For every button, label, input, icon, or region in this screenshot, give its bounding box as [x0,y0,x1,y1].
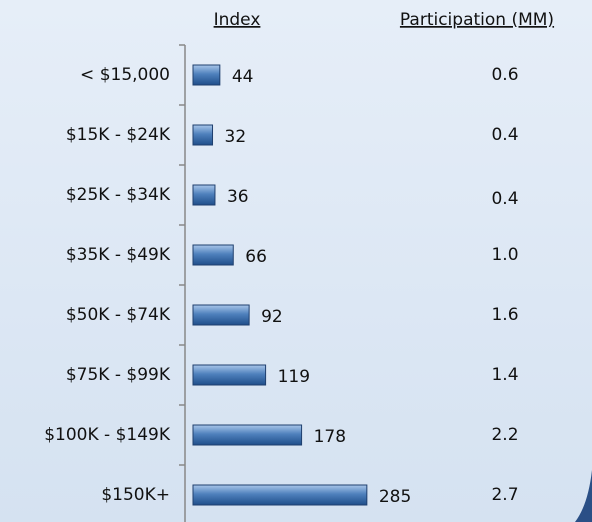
category-label: $100K - $149K [44,425,171,445]
participation-value: 1.4 [491,365,518,385]
data-label: 44 [232,67,254,87]
bar [192,184,216,206]
participation-header: Participation (MM) [400,10,554,30]
category-label: $25K - $34K [66,185,171,205]
bar [192,124,214,146]
participation-value: 2.7 [491,485,518,505]
bar [192,64,221,86]
category-label: < $15,000 [80,65,170,85]
data-label: 178 [314,427,346,447]
category-label: $35K - $49K [66,245,171,265]
bar [192,484,368,506]
data-label: 36 [227,187,249,207]
category-label: $15K - $24K [66,125,171,145]
category-label: $150K+ [101,485,170,505]
category-label: $75K - $99K [66,365,171,385]
data-label: 66 [245,247,267,267]
bar [192,364,267,386]
data-label: 119 [278,367,310,387]
participation-value: 0.4 [491,125,518,145]
data-label: 32 [225,127,247,147]
bar [192,424,303,446]
data-label: 285 [379,487,411,507]
category-label: $50K - $74K [66,305,171,325]
participation-value: 0.6 [491,65,518,85]
participation-value: 0.4 [491,189,518,209]
bar [192,244,234,266]
index-header: Index [214,10,261,30]
participation-value: 1.6 [491,305,518,325]
participation-value: 2.2 [491,425,518,445]
participation-value: 1.0 [491,245,518,265]
bar [192,304,250,326]
data-label: 92 [261,307,283,327]
corner-decoration [575,470,592,522]
